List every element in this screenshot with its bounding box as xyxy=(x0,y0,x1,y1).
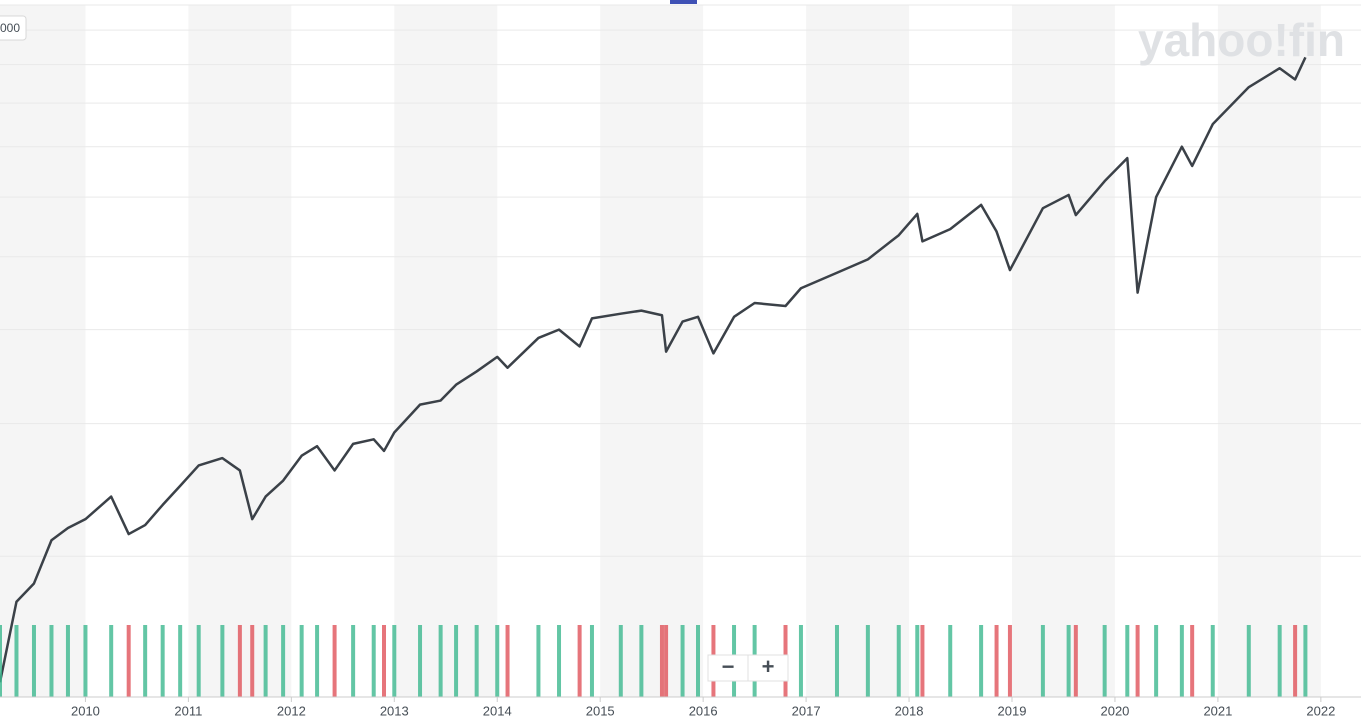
volume-bar xyxy=(896,625,901,697)
volume-bar xyxy=(263,625,268,697)
volume-bar xyxy=(505,625,510,697)
price-label-box xyxy=(0,15,27,41)
volume-bar xyxy=(237,625,242,697)
volume-bar xyxy=(65,625,70,697)
year-band xyxy=(806,5,910,697)
volume-bar xyxy=(1246,625,1251,697)
volume-bar xyxy=(979,625,984,697)
x-tick-label: 2012 xyxy=(277,703,306,718)
x-tick-label: 2022 xyxy=(1306,703,1335,718)
volume-bar xyxy=(1040,625,1045,697)
x-tick-label: 2013 xyxy=(380,703,409,718)
volume-bar xyxy=(798,625,803,697)
volume-bar xyxy=(589,625,594,697)
volume-bar xyxy=(474,625,479,697)
volume-bar xyxy=(618,625,623,697)
volume-bar xyxy=(1277,625,1282,697)
volume-bar xyxy=(659,625,664,697)
volume-bar xyxy=(834,625,839,697)
x-tick-label: 2014 xyxy=(483,703,512,718)
volume-bar xyxy=(1293,625,1298,697)
volume-bar xyxy=(557,625,562,697)
volume-bar xyxy=(680,625,685,697)
volume-bar xyxy=(332,625,337,697)
volume-bar xyxy=(454,625,459,697)
price-line xyxy=(0,56,1307,683)
volume-bar xyxy=(495,625,500,697)
price-label: 000 xyxy=(0,21,20,35)
volume-bar xyxy=(1303,625,1308,697)
tab-indicator xyxy=(670,0,697,4)
year-band xyxy=(188,5,292,697)
watermark: yahoo!fin xyxy=(1138,14,1345,66)
volume-bar xyxy=(639,625,644,697)
volume-bar xyxy=(1007,625,1012,697)
x-tick-label: 2021 xyxy=(1203,703,1232,718)
x-tick-label: 2019 xyxy=(998,703,1027,718)
volume-bar xyxy=(915,625,920,697)
volume-bar xyxy=(382,625,387,697)
x-tick-label: 2011 xyxy=(174,703,202,718)
volume-bar xyxy=(1179,625,1184,697)
year-band xyxy=(1011,5,1115,697)
volume-bar xyxy=(126,625,131,697)
zoom-out-label[interactable]: − xyxy=(722,654,735,679)
year-band xyxy=(394,5,498,697)
volume-bar xyxy=(577,625,582,697)
x-tick-label: 2016 xyxy=(689,703,718,718)
zoom-in-button[interactable] xyxy=(747,654,789,682)
volume-bar xyxy=(371,625,376,697)
volume-bar xyxy=(160,625,165,697)
volume-bar xyxy=(1154,625,1159,697)
volume-bar xyxy=(1073,625,1078,697)
volume-bar xyxy=(0,625,2,697)
volume-bar xyxy=(250,625,255,697)
volume-bar xyxy=(920,625,925,697)
volume-bar xyxy=(109,625,114,697)
x-tick-label: 2017 xyxy=(792,703,821,718)
x-tick-label: 2010 xyxy=(71,703,100,718)
volume-bar xyxy=(83,625,88,697)
year-band xyxy=(0,5,86,697)
volume-bar xyxy=(178,625,183,697)
volume-bar xyxy=(1125,625,1130,697)
year-band xyxy=(600,5,704,697)
volume-bar xyxy=(438,625,443,697)
volume-bar xyxy=(1190,625,1195,697)
background xyxy=(0,5,1321,697)
volume-bar xyxy=(1135,625,1140,697)
x-tick-label: 2015 xyxy=(586,703,615,718)
volume-bar xyxy=(315,625,320,697)
x-tick-label: 2018 xyxy=(895,703,924,718)
volume-bar xyxy=(143,625,148,697)
zoom-in-label[interactable]: + xyxy=(762,654,775,679)
volume-bar xyxy=(994,625,999,697)
zoom-controls: − + xyxy=(707,654,789,682)
volume-bar xyxy=(1210,625,1215,697)
volume-bar xyxy=(1102,625,1107,697)
volume-bar xyxy=(696,625,701,697)
volume-bar xyxy=(392,625,397,697)
volume-bar xyxy=(49,625,54,697)
volume-bar xyxy=(865,625,870,697)
grid xyxy=(0,4,1361,702)
volume-bar xyxy=(281,625,286,697)
volume-bar xyxy=(299,625,304,697)
zoom-out-button[interactable] xyxy=(707,654,749,682)
volume-bar xyxy=(948,625,953,697)
volume-bar xyxy=(536,625,541,697)
year-band xyxy=(1217,5,1321,697)
volume-bar xyxy=(220,625,225,697)
volume-bar xyxy=(31,625,36,697)
volume-bar xyxy=(14,625,19,697)
volume-bar xyxy=(664,625,669,697)
volume-bar xyxy=(351,625,356,697)
volume-bar xyxy=(418,625,423,697)
x-tick-label: 2020 xyxy=(1100,703,1129,718)
volume-bar xyxy=(196,625,201,697)
volume-bar xyxy=(1066,625,1071,697)
